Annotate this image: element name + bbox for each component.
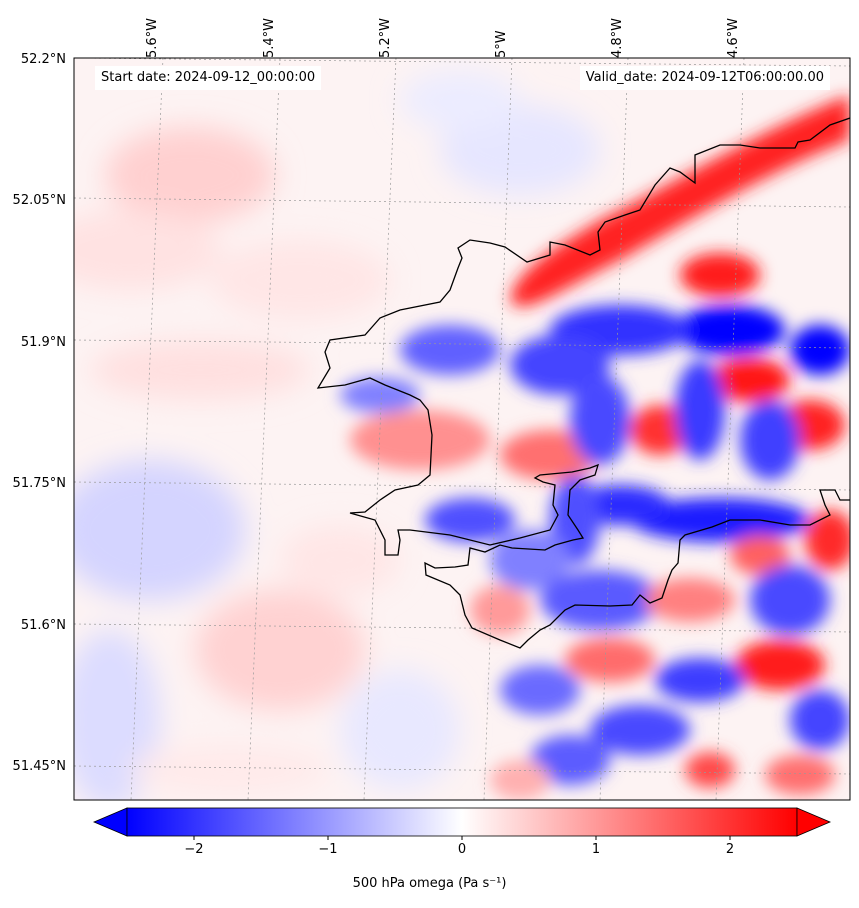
valid-date-label: Valid_date: 2024-09-12T06:00:00.00 — [579, 66, 830, 90]
colorbar-tick-label: −1 — [318, 842, 338, 857]
lon-label: 5.2°W — [378, 17, 393, 58]
lat-label: 51.45°N — [12, 759, 66, 774]
coastline — [316, 117, 850, 649]
start-date-label: Start date: 2024-09-12_00:00:00 — [95, 66, 322, 90]
colorbar-label: 500 hPa omega (Pa s⁻¹) — [352, 876, 507, 891]
lon-label: 5.6°W — [145, 17, 160, 58]
lat-label: 52.05°N — [12, 193, 66, 208]
lon-label: 5°W — [494, 30, 509, 58]
omega-field — [74, 58, 850, 800]
colorbar — [92, 807, 832, 840]
lon-label: 5.4°W — [262, 17, 277, 58]
colorbar-tick-label: 1 — [591, 842, 601, 857]
map-frame — [73, 57, 851, 801]
colorbar-extend-min — [92, 807, 128, 837]
lat-label: 51.9°N — [20, 335, 66, 350]
colorbar-tick-label: 2 — [725, 842, 735, 857]
colorbar-tick-label: 0 — [457, 842, 467, 857]
colorbar-extend-max — [796, 807, 832, 837]
lon-label: 4.8°W — [610, 17, 625, 58]
colorbar-tick-label: −2 — [184, 842, 204, 857]
colorbar-gradient — [126, 807, 798, 837]
lat-label: 51.75°N — [12, 476, 66, 491]
gridlines — [74, 58, 850, 800]
lon-label: 4.6°W — [726, 17, 741, 58]
lat-label: 52.2°N — [20, 52, 66, 67]
lat-label: 51.6°N — [20, 618, 66, 633]
